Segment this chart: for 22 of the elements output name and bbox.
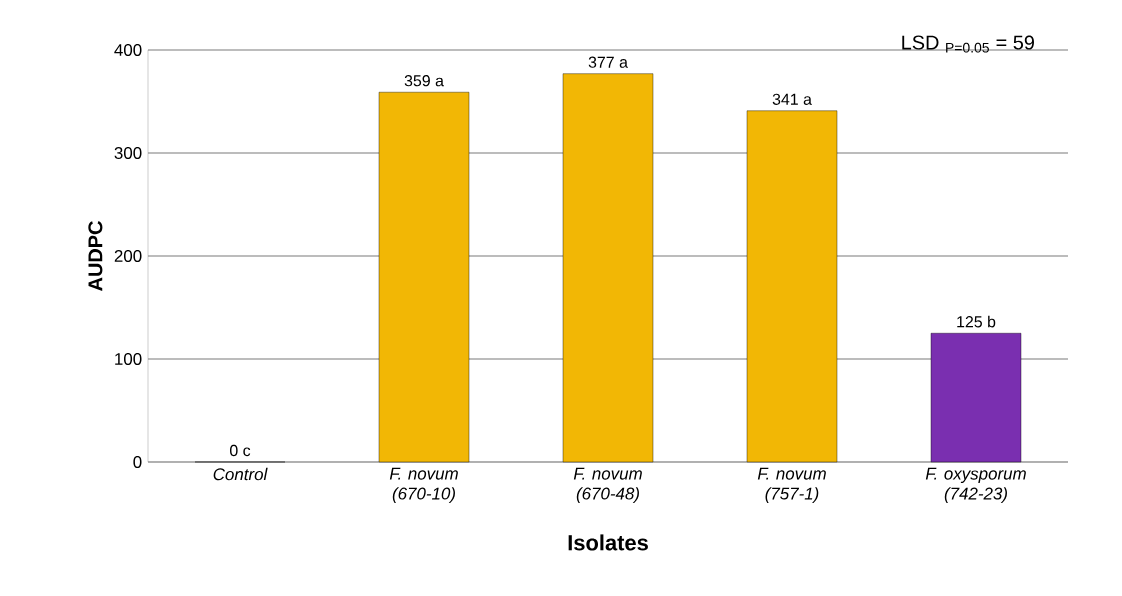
y-tick-label: 0 [133, 455, 142, 468]
x-tick-label: F. novum (670-10) [389, 467, 458, 503]
data-label: 359 a [404, 75, 444, 87]
data-label: 0 c [230, 444, 251, 457]
bar [930, 333, 1022, 463]
x-tick-label: F. oxysporum (742-23) [925, 467, 1026, 503]
data-label: 341 a [772, 93, 812, 105]
x-tick-label: F. novum (757-1) [757, 467, 826, 503]
y-axis-title: AUDPC [88, 221, 103, 291]
y-tick-label: 200 [114, 249, 142, 262]
bar [746, 110, 838, 463]
bar [562, 73, 654, 463]
x-tick-label: F. novum (670-48) [573, 467, 642, 503]
annotation: LSD $_{P=0.05}$ = 59 [902, 35, 1034, 53]
y-tick-label: 400 [114, 43, 142, 56]
x-axis-title: Isolates [568, 534, 648, 551]
data-label: 125 b [957, 315, 996, 328]
y-tick-label: 300 [114, 146, 142, 159]
x-tick-label: Control [213, 467, 268, 481]
y-tick-label: 100 [115, 352, 142, 365]
bar [378, 92, 470, 463]
data-label: 377 a [588, 56, 628, 68]
